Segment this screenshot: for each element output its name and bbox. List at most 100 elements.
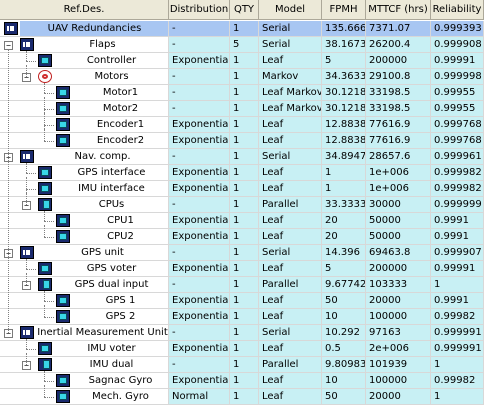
qty-cell[interactable]: 1 (230, 341, 259, 357)
rel-cell[interactable]: 0.999393 (431, 21, 484, 37)
fpmh-cell[interactable]: 9.80983 (322, 357, 366, 373)
dist-cell[interactable]: Exponential (169, 229, 230, 245)
rel-cell[interactable]: 0.999982 (431, 165, 484, 181)
fpmh-cell[interactable]: 33.3333 (322, 197, 366, 213)
qty-cell[interactable]: 1 (230, 181, 259, 197)
mttcf-cell[interactable]: 1e+006 (366, 181, 431, 197)
tree-row[interactable]: − GPS unit -1 Serial 14.396 69463.8 0.999907 (0, 245, 484, 261)
qty-cell[interactable]: 1 (230, 101, 259, 117)
tree-row[interactable]: Mech. Gyro Normal 1 Leaf 50 20000 1 (0, 389, 484, 405)
rel-cell[interactable]: 0.99955 (431, 101, 484, 117)
dist-cell[interactable]: - (169, 101, 230, 117)
dist-cell[interactable]: Exponential (169, 165, 230, 181)
model-cell[interactable]: Parallel (259, 277, 322, 293)
qty-cell[interactable]: 1 (230, 53, 259, 69)
ref-des-cell[interactable]: IMU voter (0, 341, 169, 357)
fpmh-cell[interactable]: 5 (322, 261, 366, 277)
dist-cell[interactable]: - (169, 21, 230, 37)
model-cell[interactable]: Parallel (259, 357, 322, 373)
tree-row[interactable]: − GPS dual input -1 Parallel 9.67742 103333 1 (0, 277, 484, 293)
tree-row[interactable]: Motor2 -1 Leaf Markov 30.1218 33198.5 0.99955 (0, 101, 484, 117)
model-cell[interactable]: Leaf (259, 309, 322, 325)
mttcf-cell[interactable]: 20000 (366, 389, 431, 405)
tree-row[interactable]: GPS voter Exponential 1 Leaf 5 200000 0.99991 (0, 261, 484, 277)
model-cell[interactable]: Markov (259, 69, 322, 85)
mttcf-cell[interactable]: 29100.8 (366, 69, 431, 85)
fpmh-cell[interactable]: 12.8838 (322, 133, 366, 149)
rel-cell[interactable]: 1 (431, 389, 484, 405)
fpmh-cell[interactable]: 30.1218 (322, 101, 366, 117)
tree-row[interactable]: CPU2 Exponential 1 Leaf 20 50000 0.9991 (0, 229, 484, 245)
qty-cell[interactable]: 1 (230, 293, 259, 309)
fpmh-cell[interactable]: 12.8838 (322, 117, 366, 133)
rel-cell[interactable]: 0.999907 (431, 245, 484, 261)
ref-des-cell[interactable]: Sagnac Gyro (0, 373, 169, 389)
fpmh-cell[interactable]: 20 (322, 229, 366, 245)
tree-row[interactable]: Motor1 -1 Leaf Markov 30.1218 33198.5 0.99955 (0, 85, 484, 101)
model-cell[interactable]: Serial (259, 37, 322, 53)
fpmh-cell[interactable]: 34.3633 (322, 69, 366, 85)
column-header-mttcf[interactable]: MTTCF (hrs) (366, 0, 431, 20)
tree-row[interactable]: Controller Exponential 1 Leaf 5 200000 0.99991 (0, 53, 484, 69)
rel-cell[interactable]: 0.9991 (431, 213, 484, 229)
mttcf-cell[interactable]: 30000 (366, 197, 431, 213)
dist-cell[interactable]: Exponential (169, 309, 230, 325)
ref-des-cell[interactable]: Encoder1 (0, 117, 169, 133)
dist-cell[interactable]: - (169, 69, 230, 85)
tree-row[interactable]: GPS 1 Exponential 1 Leaf 50 20000 0.9991 (0, 293, 484, 309)
tree-row[interactable]: GPS 2 Exponential 1 Leaf 10 100000 0.99982 (0, 309, 484, 325)
dist-cell[interactable]: Exponential (169, 213, 230, 229)
rel-cell[interactable]: 0.999999 (431, 197, 484, 213)
mttcf-cell[interactable]: 200000 (366, 53, 431, 69)
fpmh-cell[interactable]: 9.67742 (322, 277, 366, 293)
ref-des-cell[interactable]: − GPS dual input (0, 277, 169, 293)
ref-des-cell[interactable]: − Flaps (0, 37, 169, 53)
qty-cell[interactable]: 1 (230, 69, 259, 85)
fpmh-cell[interactable]: 10 (322, 373, 366, 389)
column-header-ref[interactable]: Ref.Des. (0, 0, 169, 20)
qty-cell[interactable]: 1 (230, 389, 259, 405)
qty-cell[interactable]: 1 (230, 357, 259, 373)
mttcf-cell[interactable]: 77616.9 (366, 117, 431, 133)
fpmh-cell[interactable]: 30.1218 (322, 85, 366, 101)
dist-cell[interactable]: - (169, 357, 230, 373)
tree-row[interactable]: Sagnac Gyro Exponential 1 Leaf 10 100000 0.999… (0, 373, 484, 389)
ref-des-cell[interactable]: Motor2 (0, 101, 169, 117)
tree-row[interactable]: Encoder2 Exponential 1 Leaf 12.8838 77616.9 0.… (0, 133, 484, 149)
mttcf-cell[interactable]: 33198.5 (366, 101, 431, 117)
dist-cell[interactable]: Exponential (169, 341, 230, 357)
column-header-fpmh[interactable]: FPMH (322, 0, 366, 20)
mttcf-cell[interactable]: 26200.4 (366, 37, 431, 53)
fpmh-cell[interactable]: 5 (322, 53, 366, 69)
qty-cell[interactable]: 1 (230, 277, 259, 293)
model-cell[interactable]: Leaf (259, 117, 322, 133)
rel-cell[interactable]: 0.999991 (431, 341, 484, 357)
rel-cell[interactable]: 1 (431, 277, 484, 293)
tree-row[interactable]: UAV Redundancies -1 Serial 135.666 7371.07 0.… (0, 21, 484, 37)
column-header-rel[interactable]: Reliability (431, 0, 484, 20)
dist-cell[interactable]: Exponential (169, 53, 230, 69)
fpmh-cell[interactable]: 50 (322, 389, 366, 405)
fpmh-cell[interactable]: 14.396 (322, 245, 366, 261)
qty-cell[interactable]: 1 (230, 373, 259, 389)
qty-cell[interactable]: 1 (230, 117, 259, 133)
model-cell[interactable]: Leaf (259, 341, 322, 357)
ref-des-cell[interactable]: Mech. Gyro (0, 389, 169, 405)
rel-cell[interactable]: 0.999961 (431, 149, 484, 165)
rel-cell[interactable]: 0.9991 (431, 293, 484, 309)
tree-row[interactable]: CPU1 Exponential 1 Leaf 20 50000 0.9991 (0, 213, 484, 229)
fpmh-cell[interactable]: 20 (322, 213, 366, 229)
rel-cell[interactable]: 0.9991 (431, 229, 484, 245)
rel-cell[interactable]: 0.99991 (431, 53, 484, 69)
qty-cell[interactable]: 1 (230, 165, 259, 181)
ref-des-cell[interactable]: GPS voter (0, 261, 169, 277)
dist-cell[interactable]: Exponential (169, 293, 230, 309)
ref-des-cell[interactable]: GPS interface (0, 165, 169, 181)
tree-row[interactable]: IMU interface Exponential 1 Leaf 1 1e+006 0.99… (0, 181, 484, 197)
rel-cell[interactable]: 0.99991 (431, 261, 484, 277)
dist-cell[interactable]: Exponential (169, 261, 230, 277)
dist-cell[interactable]: - (169, 149, 230, 165)
column-header-qty[interactable]: QTY (230, 0, 259, 20)
ref-des-cell[interactable]: CPU1 (0, 213, 169, 229)
model-cell[interactable]: Leaf (259, 293, 322, 309)
